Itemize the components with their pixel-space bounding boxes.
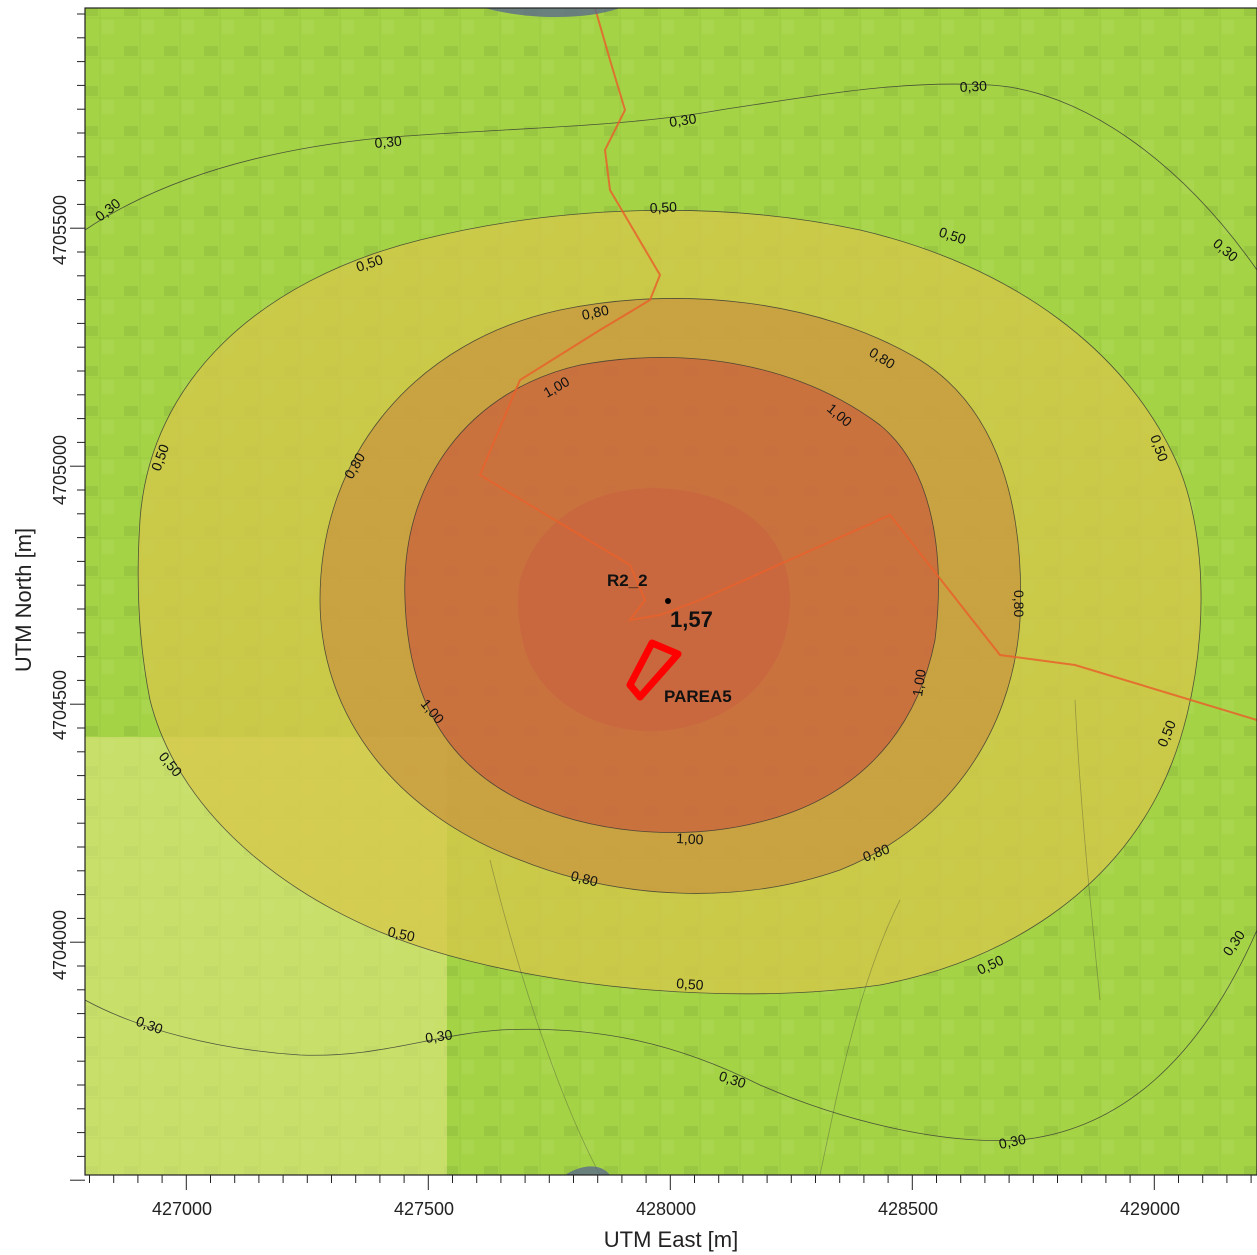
x-tick-label: 428000 <box>636 1199 696 1219</box>
y-tick-label: 4704000 <box>50 910 70 980</box>
y-axis-ticks <box>70 13 85 1181</box>
receptor-value: 1,57 <box>670 607 713 632</box>
terrain-contour-lines <box>489 699 1101 1175</box>
contour-label: 0,50 <box>649 199 677 216</box>
contour-line-1.00 <box>404 357 939 833</box>
contour-line-0.80 <box>319 298 1021 894</box>
water-body-top <box>485 8 620 18</box>
contour-label: 0,80 <box>1011 590 1027 617</box>
contour-line-0.30-bottom <box>85 929 1257 1141</box>
plot-area: R2_2 1,57 PAREA5 0,30 0,30 0,30 0,30 0,3… <box>85 8 1257 1175</box>
x-tick-label: 427000 <box>152 1199 212 1219</box>
contour-label: 0,30 <box>424 1026 453 1046</box>
contour-label: 0,80 <box>569 867 600 889</box>
contour-band-1.00 <box>404 357 939 833</box>
receptor-point <box>665 598 671 604</box>
x-axis-ticks <box>89 1175 1252 1190</box>
contour-label: 0,80 <box>580 302 610 323</box>
route-line <box>478 8 1257 721</box>
x-tick-label: 429000 <box>1120 1199 1180 1219</box>
y-tick-label: 4704500 <box>50 670 70 740</box>
contour-label: 0,30 <box>374 133 403 151</box>
source-name: PAREA5 <box>664 687 732 706</box>
y-tick-label: 4705500 <box>50 195 70 265</box>
contour-label: 0,30 <box>668 110 697 130</box>
contour-band-peak <box>517 488 790 732</box>
contour-label: 0,30 <box>997 1131 1027 1152</box>
contour-label: 0,30 <box>959 78 987 95</box>
source-area-parea5 <box>626 639 682 701</box>
contour-label: 0,50 <box>386 923 416 944</box>
contour-line-0.30-top <box>85 83 1257 271</box>
contour-line-0.50 <box>137 209 1202 995</box>
contour-label: 1,00 <box>676 830 704 847</box>
contour-label: 1,00 <box>909 668 929 697</box>
contour-lines <box>85 83 1257 1175</box>
x-tick-label: 428500 <box>878 1199 938 1219</box>
water-body-bottom <box>565 1166 610 1175</box>
x-axis-title: UTM East [m] <box>604 1227 738 1252</box>
y-tick-label: 4705000 <box>50 435 70 505</box>
y-axis-title: UTM North [m] <box>11 528 36 672</box>
receptor-name: R2_2 <box>607 571 648 590</box>
plot-frame <box>84 7 1257 1176</box>
x-tick-label: 427500 <box>394 1199 454 1219</box>
contour-label: 0,50 <box>676 975 705 993</box>
